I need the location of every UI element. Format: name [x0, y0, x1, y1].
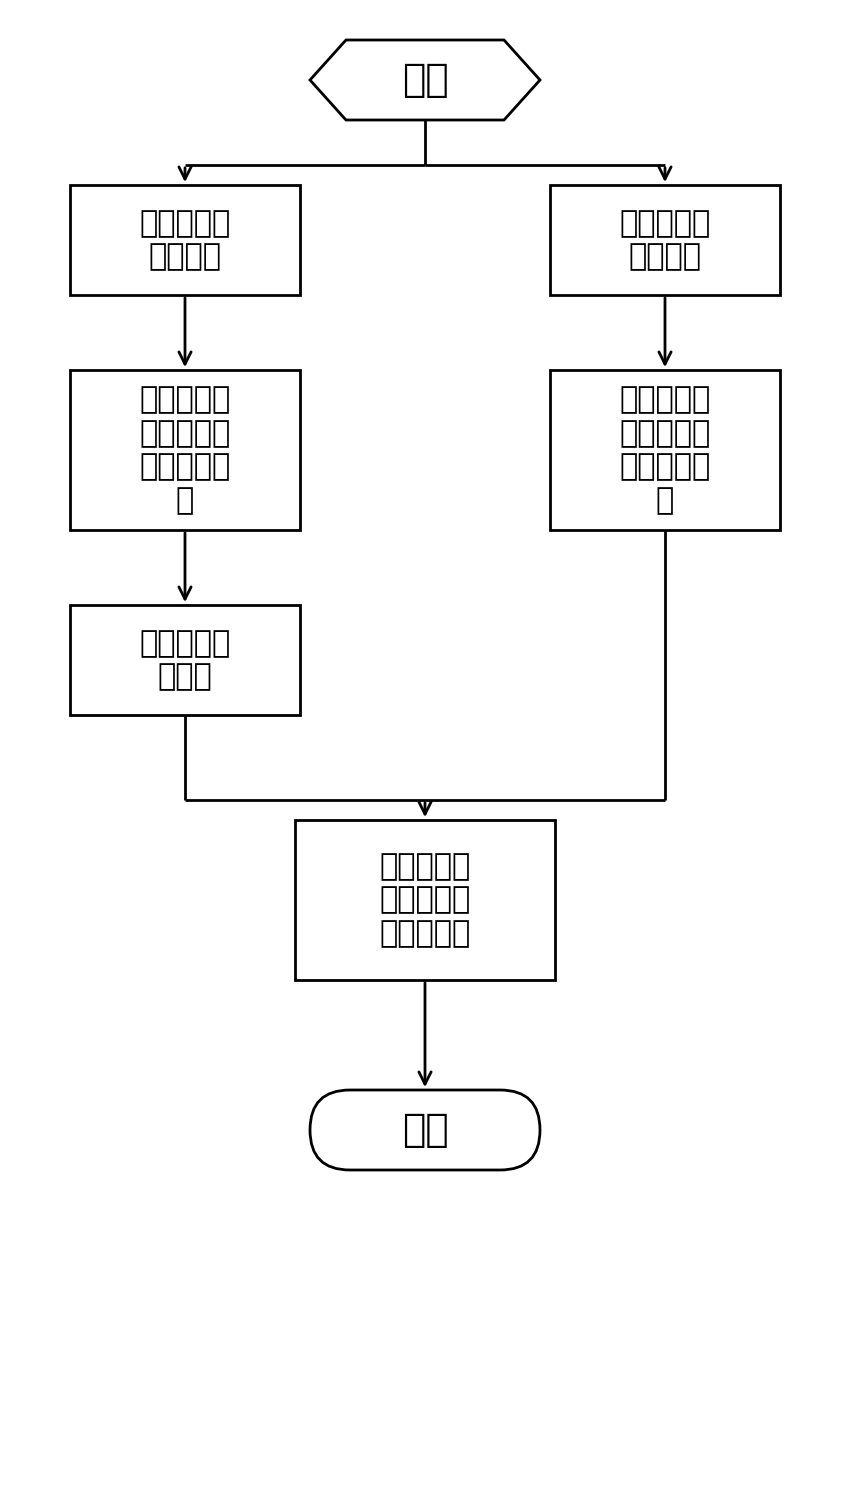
Text: 外参矩阵求
解误差: 外参矩阵求 解误差: [140, 629, 231, 692]
Text: 公共点在视
觉坐标系下
三维坐标误
差: 公共点在视 觉坐标系下 三维坐标误 差: [140, 385, 231, 515]
Bar: [70, 370, 300, 530]
Bar: [550, 370, 780, 530]
Text: 开始: 开始: [402, 60, 448, 100]
Text: 待测点像素
提取误差: 待测点像素 提取误差: [620, 209, 711, 272]
FancyBboxPatch shape: [310, 1089, 540, 1170]
Text: 公共点像素
提取误差: 公共点像素 提取误差: [140, 209, 231, 272]
Bar: [70, 604, 300, 715]
Text: 待测点在视
觉坐标系下
三维坐标误
差: 待测点在视 觉坐标系下 三维坐标误 差: [620, 385, 711, 515]
Bar: [70, 184, 300, 295]
Bar: [295, 820, 555, 981]
Text: 结束: 结束: [402, 1111, 448, 1148]
Text: 待测点在世
界坐标系下
的综合误差: 待测点在世 界坐标系下 的综合误差: [380, 852, 471, 947]
Bar: [550, 184, 780, 295]
Polygon shape: [310, 39, 540, 119]
